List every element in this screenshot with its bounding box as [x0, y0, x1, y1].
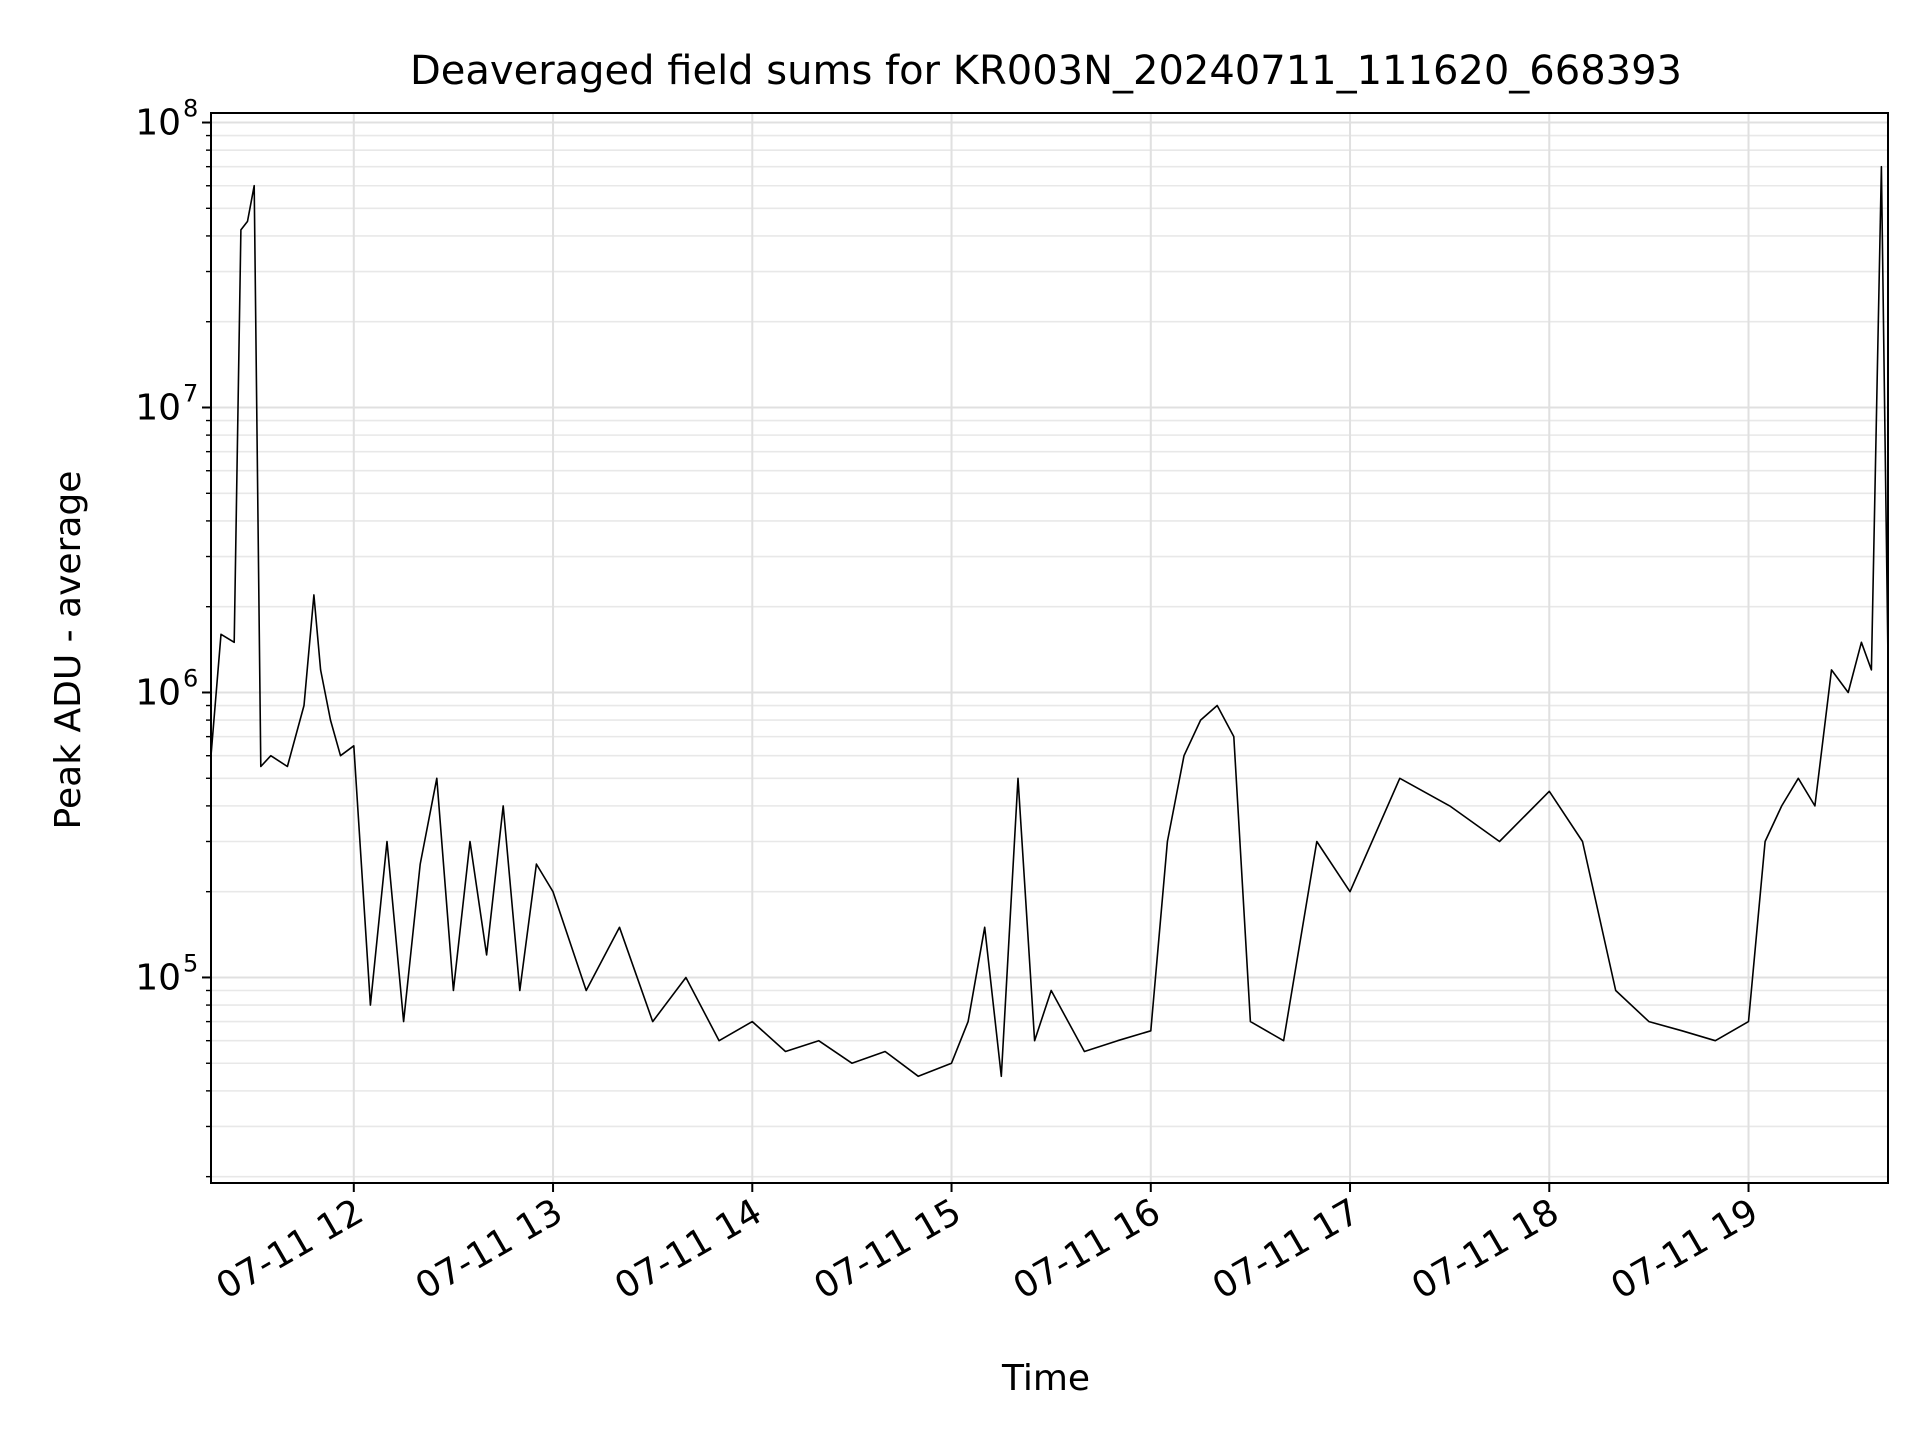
series-line: [210, 165, 1889, 1078]
x-axis-label: Time: [1001, 1358, 1090, 1399]
grid: [211, 113, 1888, 1183]
y-axis-label: Peak ADU - average: [48, 471, 89, 830]
y-tick-label: 10: [135, 388, 181, 429]
y-tick-exponent: 6: [183, 664, 198, 692]
y-tick-label: 10: [135, 957, 181, 998]
chart-title: Deaveraged field sums for KR003N_2024071…: [410, 48, 1682, 94]
y-tick-exponent: 5: [183, 949, 198, 977]
y-tick-exponent: 8: [183, 95, 198, 123]
plot-area: [210, 165, 1889, 1078]
y-tick-label: 10: [135, 672, 181, 713]
y-tick-exponent: 7: [183, 380, 198, 408]
axes-frame: [210, 112, 1889, 1184]
y-tick-label: 10: [135, 103, 181, 144]
